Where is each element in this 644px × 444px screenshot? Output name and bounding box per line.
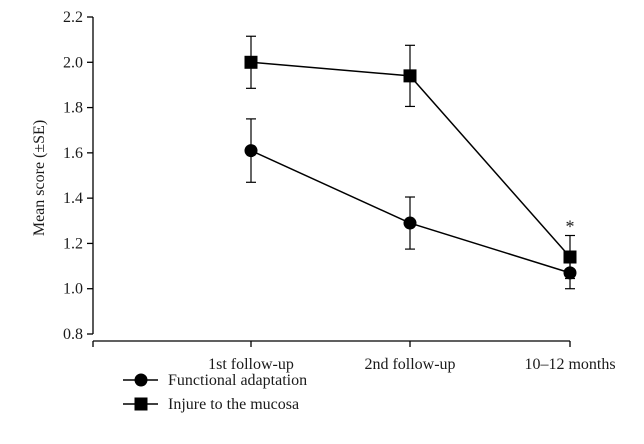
data-point [244, 55, 258, 69]
y-axis: 0.8 1.0 1.2 1.4 1.6 1.8 2.0 2.2 [63, 9, 94, 343]
series-functional-adaptation [244, 118, 577, 290]
x-tick-label: 2nd follow-up [364, 356, 455, 373]
legend-label: Injure to the mucosa [168, 396, 299, 413]
legend-marker [134, 397, 148, 411]
y-tick-label: 1.8 [63, 100, 83, 117]
y-axis-title: Mean score (±SE) [31, 120, 48, 236]
legend-marker [134, 373, 148, 387]
legend-item: Injure to the mucosa [123, 396, 299, 413]
data-point [403, 216, 417, 230]
series-injure-to-the-mucosa [244, 35, 577, 280]
significance-marker: * [566, 217, 575, 237]
data-point [244, 144, 258, 158]
legend-label: Functional adaptation [168, 372, 307, 389]
x-tick-label: 1st follow-up [208, 356, 294, 373]
x-axis: 1st follow-up 2nd follow-up 10–12 months [92, 340, 616, 373]
legend: Functional adaptation Injure to the mucos… [123, 372, 307, 413]
data-point [563, 250, 577, 264]
legend-item: Functional adaptation [123, 372, 307, 389]
annotations: * [566, 217, 575, 237]
y-tick-label: 1.0 [63, 281, 83, 298]
y-tick-label: 1.4 [63, 190, 83, 207]
x-tick-label: 10–12 months [524, 356, 615, 373]
y-tick-label: 1.6 [63, 145, 83, 162]
plot-area [244, 35, 577, 290]
y-tick-label: 2.2 [63, 9, 83, 26]
y-tick-label: 0.8 [63, 326, 83, 343]
data-point [403, 69, 417, 83]
y-tick-label: 1.2 [63, 235, 83, 252]
y-tick-label: 2.0 [63, 54, 83, 71]
